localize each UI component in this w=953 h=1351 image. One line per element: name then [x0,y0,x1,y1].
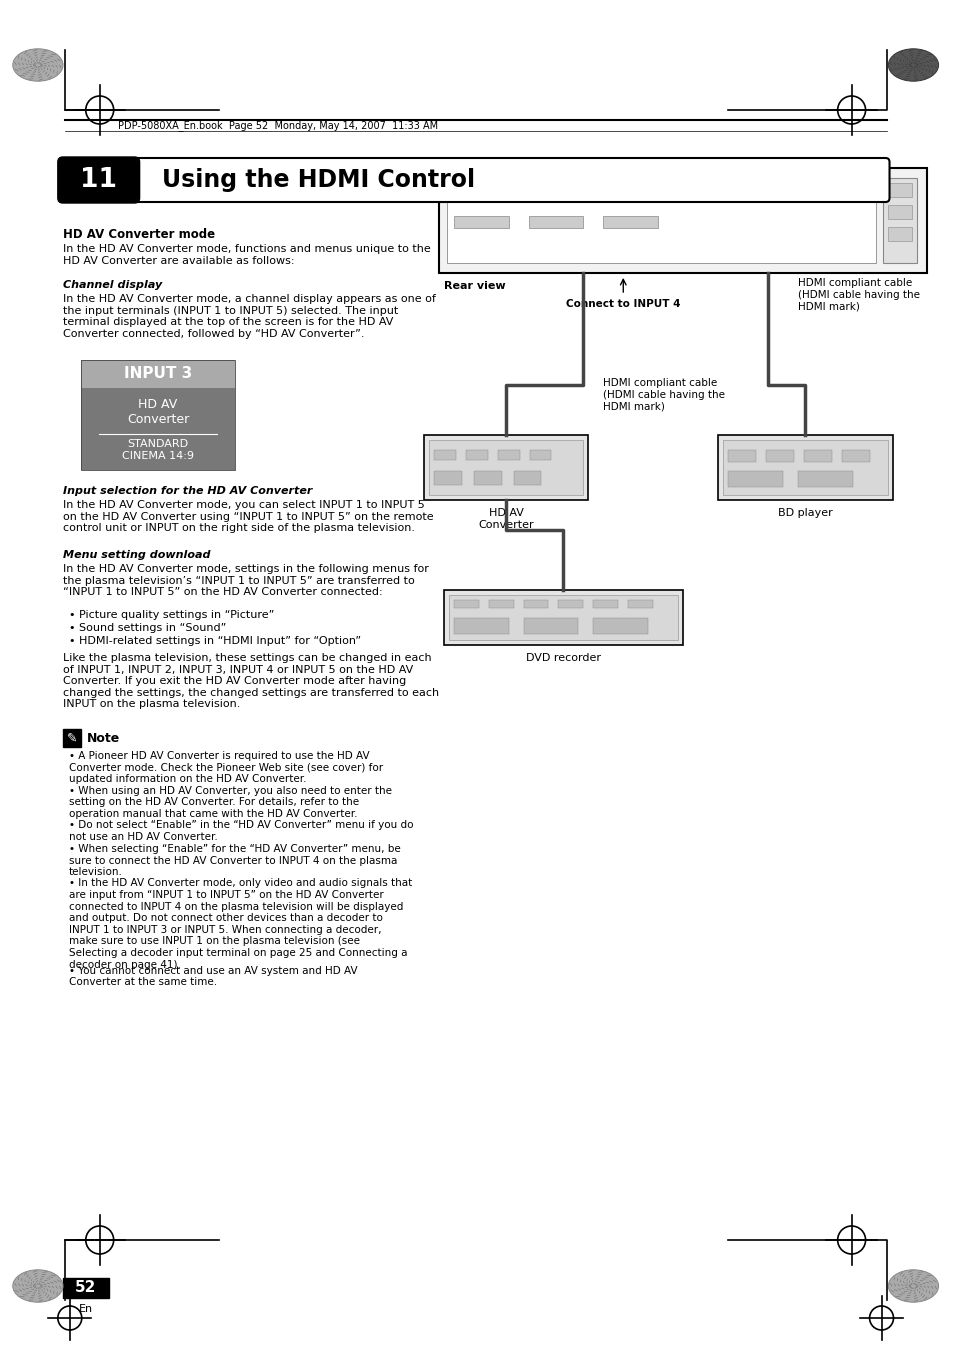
Text: Menu setting download: Menu setting download [63,550,210,561]
Bar [63,1278,109,1298]
Bar [722,440,886,494]
Bar [529,450,551,459]
Bar [434,471,461,485]
Bar [488,600,513,608]
Text: HDMI compliant cable
(HDMI cable having the
HDMI mark): HDMI compliant cable (HDMI cable having … [797,278,919,311]
Bar [765,450,793,462]
Bar [454,600,478,608]
Text: • You cannot connect and use an AV system and HD AV
Converter at the same time.: • You cannot connect and use an AV syste… [69,966,357,988]
Bar [448,594,678,640]
FancyBboxPatch shape [133,158,888,203]
Bar [446,176,875,263]
Bar [886,205,911,219]
Text: In the HD AV Converter mode, settings in the following menus for
the plasma tele: In the HD AV Converter mode, settings in… [63,563,428,597]
Text: • In the HD AV Converter mode, only video and audio signals that
are input from : • In the HD AV Converter mode, only vide… [69,878,412,970]
Bar [660,182,699,201]
Bar [81,359,235,388]
Bar [523,600,548,608]
Bar [454,617,508,634]
Text: Input selection for the HD AV Converter: Input selection for the HD AV Converter [63,486,312,496]
Text: • Picture quality settings in “Picture”: • Picture quality settings in “Picture” [69,611,274,620]
Text: In the HD AV Converter mode, functions and menus unique to the
HD AV Converter a: In the HD AV Converter mode, functions a… [63,245,430,266]
Ellipse shape [12,1270,63,1302]
Text: Rear view: Rear view [443,281,505,290]
Text: Using the HDMI Control: Using the HDMI Control [161,168,475,192]
Text: Note: Note [87,731,120,744]
Text: • Do not select “Enable” in the “HD AV Converter” menu if you do
not use an HD A: • Do not select “Enable” in the “HD AV C… [69,820,413,842]
Bar [454,182,491,201]
Bar [803,450,831,462]
Bar [886,227,911,240]
Text: HDMI compliant cable
(HDMI cable having the
HDMI mark): HDMI compliant cable (HDMI cable having … [602,378,724,411]
Bar [528,216,583,228]
Bar [81,388,235,470]
Bar [505,182,543,201]
Text: • Sound settings in “Sound”: • Sound settings in “Sound” [69,623,226,634]
Text: Like the plasma television, these settings can be changed in each
of INPUT 1, IN: Like the plasma television, these settin… [63,653,438,709]
Bar [454,216,508,228]
Text: • When using an HD AV Converter, you also need to enter the
setting on the HD AV: • When using an HD AV Converter, you als… [69,785,392,819]
Bar [727,450,755,462]
Text: HD AV
Converter: HD AV Converter [127,399,189,426]
Bar [465,450,487,459]
Text: • A Pioneer HD AV Converter is required to use the HD AV
Converter mode. Check t: • A Pioneer HD AV Converter is required … [69,751,382,784]
Text: DVD recorder: DVD recorder [525,653,600,663]
Bar [593,617,647,634]
Bar [434,450,456,459]
Text: • HDMI-related settings in “HDMI Input” for “Option”: • HDMI-related settings in “HDMI Input” … [69,636,360,646]
Bar [81,359,235,470]
Bar [497,450,519,459]
Bar [513,471,541,485]
Bar [443,590,682,644]
Bar [63,730,81,747]
Bar [557,182,595,201]
Text: In the HD AV Converter mode, you can select INPUT 1 to INPUT 5
on the HD AV Conv: In the HD AV Converter mode, you can sel… [63,500,433,534]
Bar [797,471,852,486]
Text: Connect to INPUT 4: Connect to INPUT 4 [565,299,679,309]
Ellipse shape [887,1270,938,1302]
Ellipse shape [12,49,63,81]
Bar [602,216,658,228]
Text: STANDARD
CINEMA 14:9: STANDARD CINEMA 14:9 [122,439,193,461]
Bar [523,617,578,634]
Text: 52: 52 [75,1281,96,1296]
FancyBboxPatch shape [58,157,139,203]
Text: Channel display: Channel display [63,280,162,290]
Text: • When selecting “Enable” for the “HD AV Converter” menu, be
sure to connect the: • When selecting “Enable” for the “HD AV… [69,844,400,877]
Bar [882,178,917,263]
Bar [841,450,869,462]
Bar [718,435,892,500]
Bar [474,471,501,485]
Bar [428,440,583,494]
Bar [593,600,618,608]
Text: In the HD AV Converter mode, a channel display appears as one of
the input termi: In the HD AV Converter mode, a channel d… [63,295,436,339]
Bar [438,168,926,273]
Text: ✎: ✎ [67,731,77,744]
Bar [558,600,583,608]
Text: INPUT 3: INPUT 3 [124,366,192,381]
Text: En: En [78,1304,92,1315]
Text: HD AV
Converter: HD AV Converter [477,508,534,530]
Ellipse shape [887,49,938,81]
Bar [609,182,646,201]
Text: 11: 11 [80,168,117,193]
Bar [727,471,782,486]
Bar [423,435,588,500]
Bar [886,182,911,197]
Text: HD AV Converter mode: HD AV Converter mode [63,228,214,240]
Bar [628,600,653,608]
Text: BD player: BD player [777,508,832,517]
Text: PDP-5080XA_En.book  Page 52  Monday, May 14, 2007  11:33 AM: PDP-5080XA_En.book Page 52 Monday, May 1… [117,120,437,131]
